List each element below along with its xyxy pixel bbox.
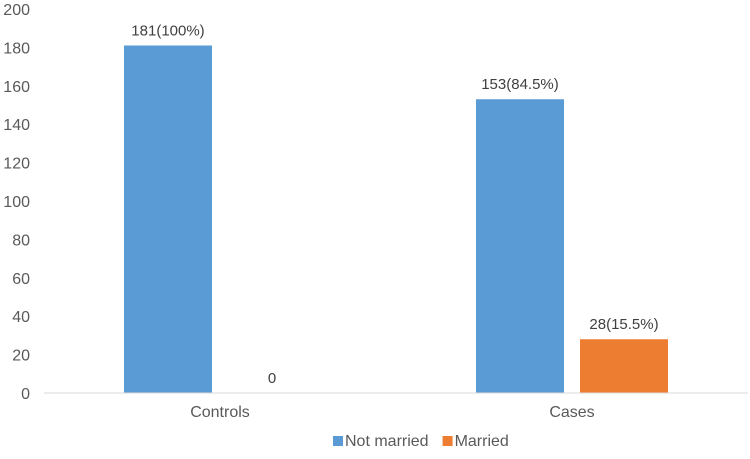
data-label: 181(100%) [131, 22, 204, 39]
y-tick-label: 40 [12, 309, 30, 326]
y-axis: 0 20 40 60 80 100 120 140 160 180 200 [3, 2, 30, 403]
y-tick-label: 80 [12, 232, 30, 249]
y-tick-label: 0 [21, 386, 30, 403]
legend: Not married Married [333, 433, 509, 450]
x-axis: Controls Cases [190, 404, 594, 421]
y-tick-label: 60 [12, 271, 30, 288]
y-tick-label: 120 [3, 156, 30, 173]
y-tick-label: 20 [12, 348, 30, 365]
y-tick-label: 140 [3, 117, 30, 134]
data-labels: 181(100%) 0 153(84.5%) 28(15.5%) [131, 22, 658, 387]
data-label: 153(84.5%) [481, 76, 559, 93]
bar-not-married-cases [476, 99, 564, 394]
bars [124, 45, 668, 394]
y-tick-label: 180 [3, 40, 30, 57]
y-tick-label: 200 [3, 2, 30, 19]
bar-not-married-controls [124, 45, 212, 393]
legend-label: Not married [345, 433, 429, 450]
x-tick-label: Cases [549, 404, 594, 421]
x-tick-label: Controls [190, 404, 250, 421]
legend-swatch [333, 436, 343, 446]
data-label: 0 [268, 370, 276, 387]
legend-swatch [442, 436, 453, 446]
bar-married-cases [580, 339, 668, 393]
y-tick-label: 160 [3, 79, 30, 96]
legend-label: Married [455, 433, 509, 450]
y-tick-label: 100 [3, 194, 30, 211]
data-label: 28(15.5%) [589, 316, 658, 333]
